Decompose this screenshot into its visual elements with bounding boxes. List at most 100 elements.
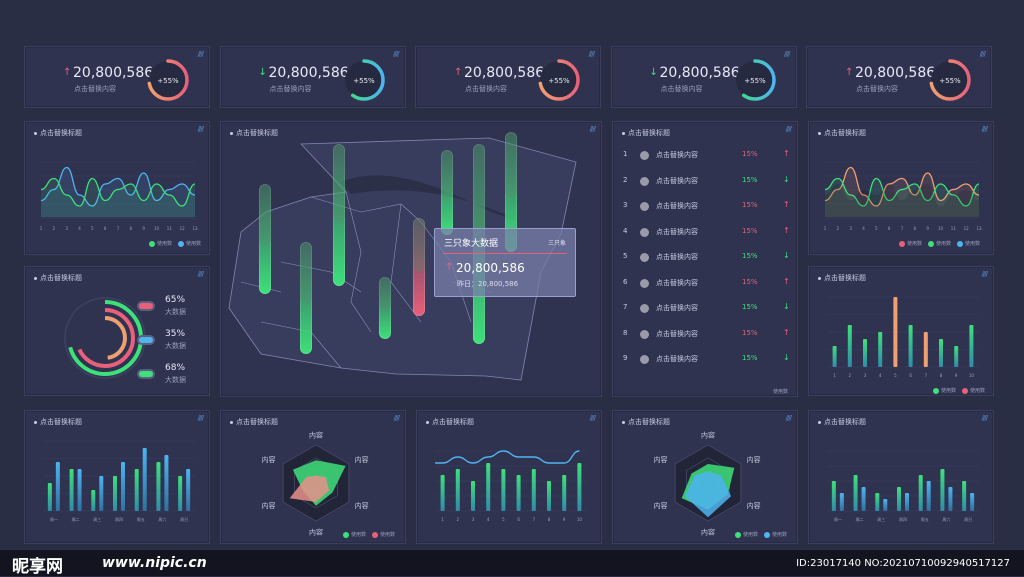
down-arrow-icon: ↓ [783,353,790,362]
map-pillar-shaft [413,218,425,272]
stat-value: 20,800,586 [855,65,935,81]
ring-panel: //// 点击替换标题 65% 大数据 35% 大数据 68% 大数据 [24,266,210,396]
down-arrow-icon: ↓ [783,175,790,184]
bar [919,475,923,511]
ranking-panel: //// 点击替换标题 1 点击替换内容 15% ↑ 2 点击替换内容 15% … [612,121,798,397]
x-tick-label: 3 [864,373,867,378]
ranking-row[interactable]: 8 点击替换内容 15% ↑ [623,329,791,341]
week-bar-chart: 周一周二周三周四周五周六周日 [25,411,211,545]
ring-label: 大数据 [165,375,186,385]
bar [70,469,74,511]
bar [186,469,190,511]
radar-axis-label: 内容 [654,455,668,464]
gauge-percent: +55% [353,77,375,85]
down-arrow-icon: ↓ [783,251,790,260]
rank-percent: 15% [742,303,758,311]
ranking-row[interactable]: 3 点击替换内容 15% ↑ [623,201,791,213]
radar-axis-label: 内容 [701,431,715,440]
x-tick-label: 1 [824,226,827,231]
ranking-row[interactable]: 9 点击替换内容 15% ↓ [623,354,791,366]
bar [562,475,566,511]
bar [113,476,117,511]
map-pillar-shaft [333,144,345,222]
rank-percent: 15% [742,354,758,362]
x-tick-label: 4 [879,373,882,378]
ranking-row[interactable]: 2 点击替换内容 15% ↓ [623,176,791,188]
stat-gauge: +55% [732,57,778,103]
bar [143,448,147,511]
x-tick-label: 2 [53,226,56,231]
ranking-row[interactable]: 7 点击替换内容 15% ↓ [623,303,791,315]
x-tick-label: 周六 [158,516,166,522]
watermark-id: ID:23017140 NO:20210710092940517127 [796,558,1010,569]
bar [954,346,958,367]
bar [897,487,901,511]
map-pillar-shaft [300,242,312,304]
stat-card: //// ↑ 20,800,586 点击替换内容+55% [806,46,992,108]
bar [970,493,974,511]
bar [532,469,536,511]
rank-avatar [640,177,649,186]
rank-text: 点击替换内容 [656,278,698,288]
x-tick-label: 周一 [834,516,842,522]
x-tick-label: 6 [909,373,912,378]
radar-axis-label: 内容 [309,527,323,536]
bar [948,487,952,511]
x-tick-label: 4 [862,226,865,231]
x-tick-label: 1 [40,226,43,231]
bar [56,462,60,511]
x-tick-label: 12 [180,226,186,231]
bar [486,463,490,511]
rank-avatar [640,330,649,339]
radar-axis-label: 内容 [355,455,369,464]
ranking-row[interactable]: 4 点击替换内容 15% ↑ [623,227,791,239]
tooltip-title: 三只象大数据 [444,236,498,249]
rank-number: 4 [623,227,627,235]
gauge-percent: +55% [939,77,961,85]
x-tick-label: 6 [888,226,891,231]
bar [48,483,52,511]
ranking-row[interactable]: 6 点击替换内容 15% ↑ [623,278,791,290]
x-tick-label: 8 [548,517,551,522]
radar-axis-label: 内容 [747,501,761,510]
rank-number: 3 [623,201,627,209]
rank-text: 点击替换内容 [656,329,698,339]
bar [471,481,475,511]
ring-label: 大数据 [165,341,186,351]
ranking-row[interactable]: 1 点击替换内容 15% ↑ [623,150,791,162]
up-arrow-icon: ↑ [445,262,453,273]
radar-axis-label: 内容 [747,455,761,464]
tooltip-value: 20,800,586 [456,261,525,275]
radar-axis-label: 内容 [262,501,276,510]
rank-avatar [640,151,649,160]
bar [547,481,551,511]
rank-number: 2 [623,176,627,184]
x-tick-label: 5 [894,373,897,378]
rank-percent: 15% [742,150,758,158]
x-tick-label: 9 [563,517,566,522]
radar-panel-1: //// 点击替换标题 内容内容内容内容内容内容 使用数 使用数 [220,410,406,544]
bar [121,462,125,511]
x-tick-label: 8 [130,226,133,231]
stat-value: 20,800,586 [73,65,153,81]
map-tooltip: 三只象大数据 三只象 ↑ 20,800,586 昨日：20,800,586 [434,228,576,297]
bar [893,297,897,367]
bar [833,346,837,367]
x-tick-label: 3 [472,517,475,522]
x-tick-label: 7 [117,226,120,231]
stat-gauge: +55% [145,57,191,103]
rank-number: 7 [623,303,627,311]
ranking-row[interactable]: 5 点击替换内容 15% ↓ [623,252,791,264]
x-tick-label: 5 [875,226,878,231]
stat-gauge: +55% [927,57,973,103]
x-tick-label: 11 [951,226,957,231]
x-tick-label: 10 [938,226,944,231]
bar [156,462,160,511]
up-arrow-icon: ↑ [783,226,790,235]
legend-label: 使用数 [773,388,788,395]
x-tick-label: 1 [833,373,836,378]
